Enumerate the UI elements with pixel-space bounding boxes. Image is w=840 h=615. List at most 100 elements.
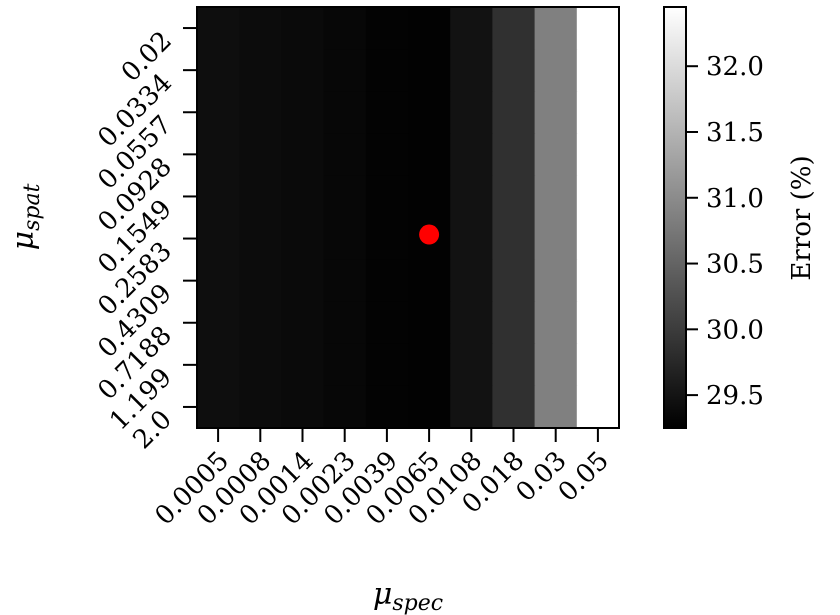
heatmap-cell xyxy=(576,385,620,429)
heatmap-cell xyxy=(576,91,620,134)
heatmap-cell xyxy=(323,7,367,50)
y-axis-title-main: μ xyxy=(6,231,41,251)
heatmap-cell xyxy=(492,91,536,134)
x-tick-label: 0.05 xyxy=(553,446,615,508)
heatmap-cell xyxy=(450,301,493,345)
heatmap-cell xyxy=(450,259,493,303)
x-axis-title-main: μ xyxy=(373,577,393,612)
heatmap-cell xyxy=(492,259,536,303)
heatmap-cell xyxy=(450,91,493,134)
colorbar-title: Error (%) xyxy=(787,155,817,280)
heatmap-cell xyxy=(408,49,451,92)
heatmap-cell xyxy=(365,7,409,50)
heatmap-cell xyxy=(323,385,367,429)
heatmap-cell xyxy=(197,385,240,429)
heatmap-cell xyxy=(239,7,282,50)
heatmap-cell xyxy=(323,301,367,345)
heatmap-cell xyxy=(365,175,409,219)
heatmap-cell xyxy=(408,259,451,303)
heatmap-cell xyxy=(239,91,282,134)
heatmap-cell xyxy=(197,7,240,50)
heatmap-cell xyxy=(197,175,240,219)
heatmap-cell xyxy=(323,343,367,387)
heatmap-cell xyxy=(450,385,493,429)
heatmap-cell xyxy=(365,133,409,176)
heatmap-cell xyxy=(450,7,493,50)
y-axis-title-sub: spat xyxy=(20,183,45,230)
heatmap-cell xyxy=(239,385,282,429)
heatmap-cell xyxy=(534,133,578,176)
heatmap-cell xyxy=(281,385,325,429)
heatmap-cell xyxy=(534,217,578,261)
heatmap-cell xyxy=(492,7,536,50)
heatmap-cell xyxy=(323,91,367,134)
heatmap-cell xyxy=(281,91,325,134)
heatmap-cell xyxy=(408,343,451,387)
heatmap-cell xyxy=(323,217,367,261)
heatmap-cell xyxy=(492,49,536,92)
colorbar-tick-label: 30.5 xyxy=(706,250,764,280)
heatmap-cell xyxy=(281,343,325,387)
heatmap-cell xyxy=(197,217,240,261)
heatmap-cell xyxy=(197,259,240,303)
heatmap-cell xyxy=(492,175,536,219)
colorbar-ticks: 29.5 30.0 30.5 31.0 31.5 32.0 xyxy=(686,52,764,411)
heatmap-cells xyxy=(197,7,620,429)
highlight-marker xyxy=(419,224,440,245)
heatmap-cell xyxy=(239,175,282,219)
heatmap-cell xyxy=(492,343,536,387)
heatmap-cell xyxy=(534,385,578,429)
heatmap-cell xyxy=(239,49,282,92)
heatmap-cell xyxy=(365,91,409,134)
heatmap-cell xyxy=(281,7,325,50)
heatmap-cell xyxy=(534,7,578,50)
heatmap-cell xyxy=(197,301,240,345)
heatmap-cell xyxy=(576,259,620,303)
x-axis-ticks: 0.00050.00080.00140.00230.00390.00650.01… xyxy=(150,428,615,531)
heatmap-cell xyxy=(281,217,325,261)
heatmap-cell xyxy=(576,175,620,219)
heatmap-cell xyxy=(281,49,325,92)
heatmap-cell xyxy=(534,175,578,219)
heatmap-cell xyxy=(534,91,578,134)
heatmap-cell xyxy=(576,217,620,261)
heatmap-cell xyxy=(576,7,620,50)
heatmap-cell xyxy=(239,301,282,345)
heatmap-cell xyxy=(492,385,536,429)
heatmap-cell xyxy=(323,259,367,303)
heatmap-cell xyxy=(408,301,451,345)
heatmap-cell xyxy=(281,133,325,176)
heatmap-cell xyxy=(450,343,493,387)
heatmap-cell xyxy=(365,301,409,345)
heatmap-cell xyxy=(534,301,578,345)
y-axis-ticks: 0.020.03340.05570.09280.15490.25830.4309… xyxy=(92,26,197,455)
heatmap-cell xyxy=(408,133,451,176)
x-axis-title: μspec xyxy=(373,577,443,615)
colorbar-tick-label: 30.0 xyxy=(706,315,764,345)
heatmap-cell xyxy=(534,49,578,92)
heatmap-cell xyxy=(239,217,282,261)
heatmap-cell xyxy=(365,49,409,92)
heatmap-cell xyxy=(492,217,536,261)
heatmap-cell xyxy=(197,133,240,176)
y-axis-title: μspat xyxy=(6,183,45,250)
heatmap-cell xyxy=(281,301,325,345)
heatmap-cell xyxy=(323,175,367,219)
heatmap-cell xyxy=(576,49,620,92)
heatmap-cell xyxy=(450,175,493,219)
heatmap-cell xyxy=(534,343,578,387)
heatmap-cell xyxy=(281,259,325,303)
heatmap-cell xyxy=(323,49,367,92)
heatmap-cell xyxy=(197,343,240,387)
heatmap-cell xyxy=(197,49,240,92)
heatmap-cell xyxy=(408,385,451,429)
colorbar-tick-label: 32.0 xyxy=(706,52,764,82)
heatmap-cell xyxy=(281,175,325,219)
heatmap-cell xyxy=(323,133,367,176)
heatmap-cell xyxy=(450,133,493,176)
heatmap-cell xyxy=(365,217,409,261)
colorbar-tick-label: 31.0 xyxy=(706,184,764,214)
heatmap-cell xyxy=(365,343,409,387)
heatmap-cell xyxy=(450,49,493,92)
heatmap-cell xyxy=(197,91,240,134)
